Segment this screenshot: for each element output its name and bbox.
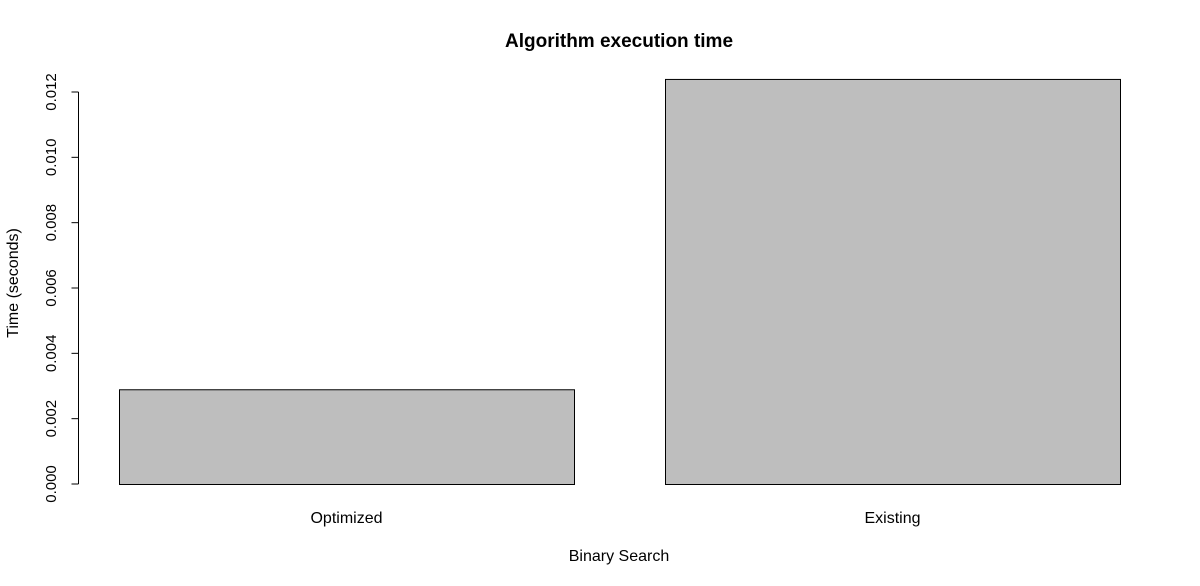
bars-group xyxy=(119,78,1121,486)
bar-optimized xyxy=(119,389,575,485)
chart-title: Algorithm execution time xyxy=(505,31,733,52)
y-axis: 0.000 0.002 0.004 0.006 0.008 0.010 0.012 xyxy=(43,73,79,503)
y-tick-label: 0.002 xyxy=(43,400,60,438)
bar-existing xyxy=(665,78,1121,486)
y-axis-label: Time (seconds) xyxy=(5,228,22,338)
x-tick-label-optimized: Optimized xyxy=(310,510,382,527)
y-tick-label: 0.008 xyxy=(43,204,60,242)
y-tick-label: 0.006 xyxy=(43,269,60,307)
y-tick-label: 0.010 xyxy=(43,139,60,177)
y-tick-label: 0.004 xyxy=(43,335,60,373)
x-axis-label: Binary Search xyxy=(569,548,670,565)
y-tick-label: 0.000 xyxy=(43,465,60,503)
y-tick-label: 0.012 xyxy=(43,73,60,111)
x-tick-label-existing: Existing xyxy=(864,510,920,527)
x-category-labels: Optimized Existing xyxy=(310,510,920,527)
